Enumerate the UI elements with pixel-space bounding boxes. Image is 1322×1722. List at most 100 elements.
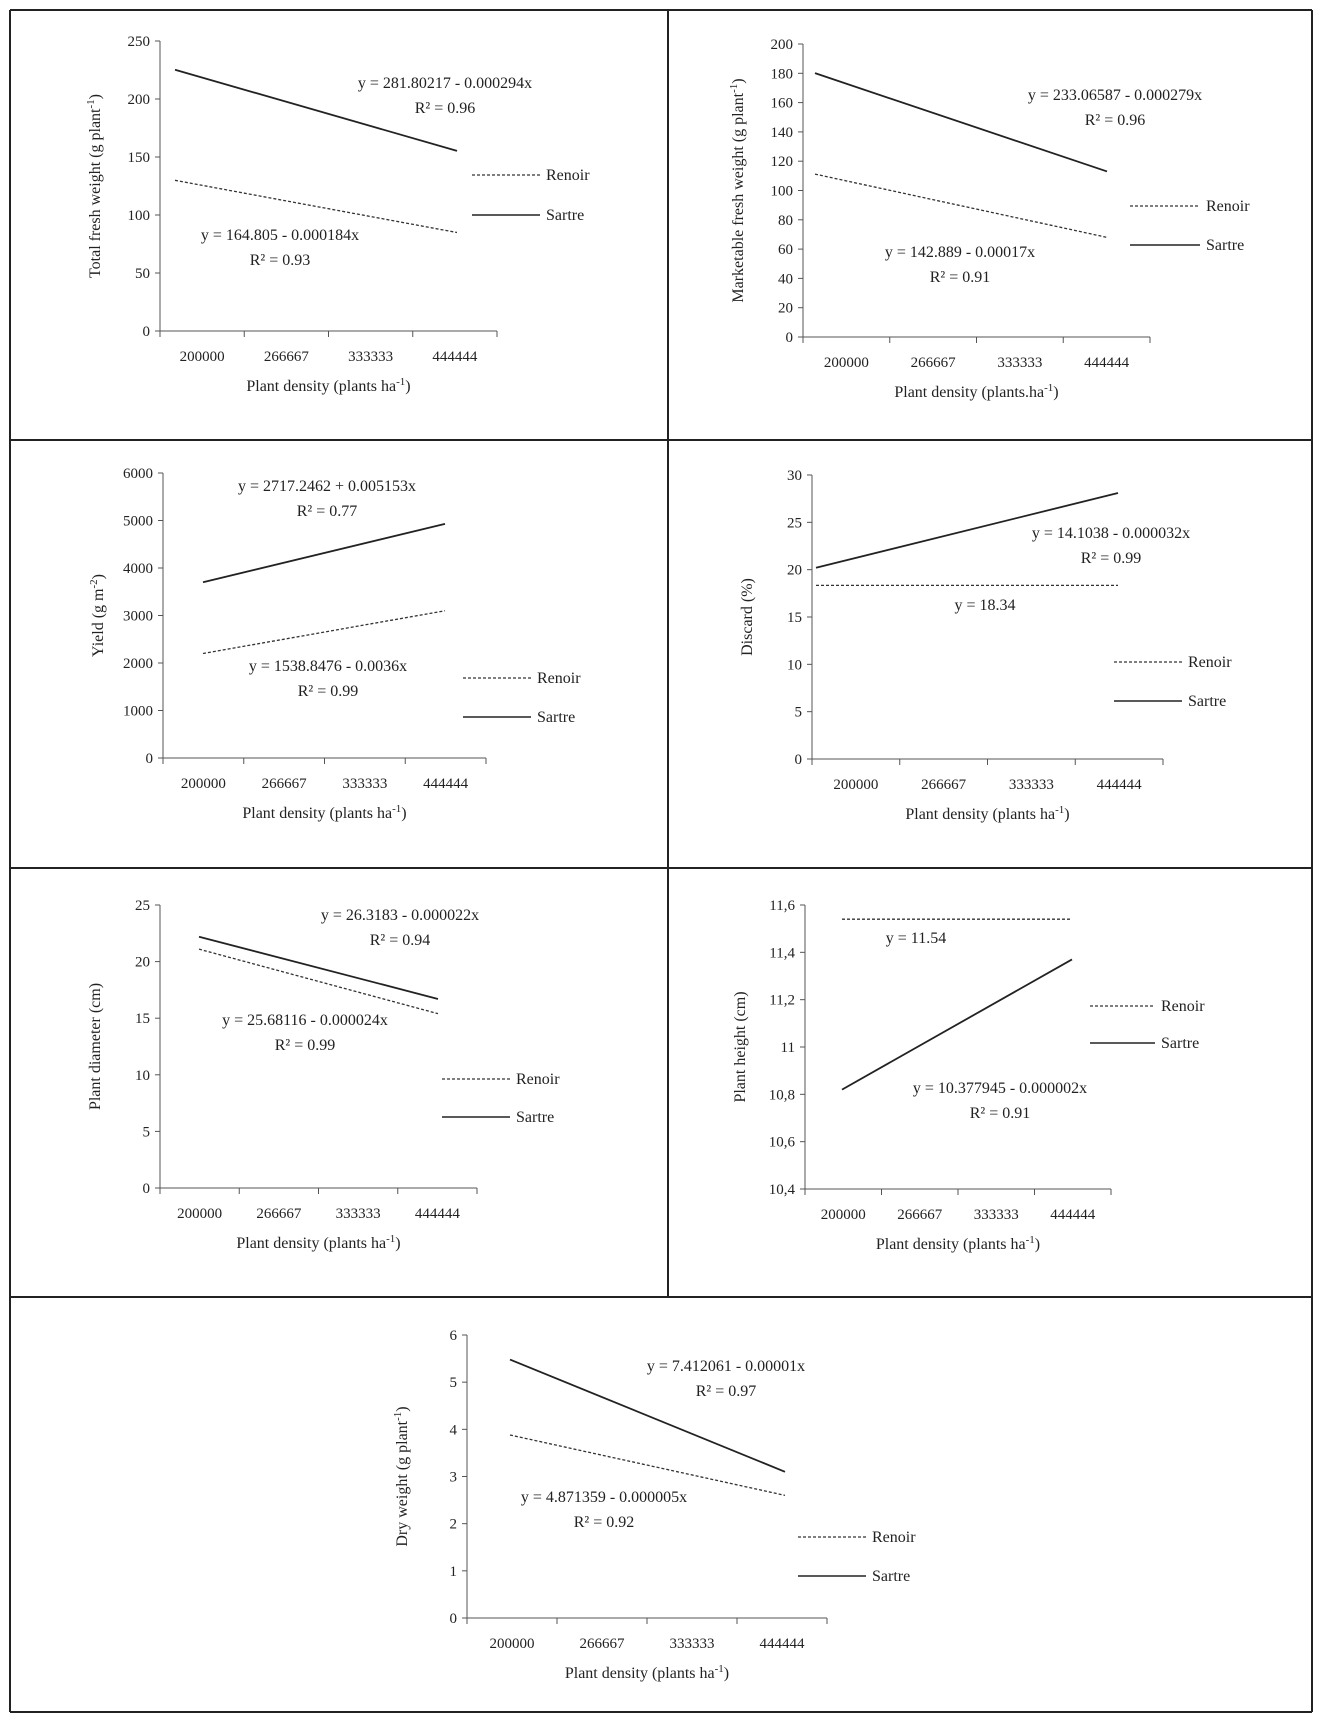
y-tick-label: 120 xyxy=(771,154,794,170)
x-tick-label: 200000 xyxy=(490,1636,535,1652)
y-tick-label: 5000 xyxy=(123,514,153,530)
y-axis-title-sup: -1 xyxy=(728,84,740,93)
chart-panel-6: 10,4 10,6 10,8 11 11,2 11,4 11,6 200000 266667 33… xyxy=(732,898,1205,1253)
x-tick-label: 444444 xyxy=(760,1636,806,1652)
y-tick-label: 160 xyxy=(771,96,794,112)
y-tick-label: 200 xyxy=(771,37,794,53)
x-tick-label: 444444 xyxy=(415,1206,461,1222)
y-tick-label: 180 xyxy=(771,66,794,82)
y-tick-label: 150 xyxy=(128,150,151,166)
y-tick-label: 3000 xyxy=(123,609,153,625)
x-axis-title-tail: ) xyxy=(395,1235,400,1252)
legend-label-sartre: Sartre xyxy=(872,1568,910,1585)
y-axis-title: Plant height (cm) xyxy=(732,991,749,1102)
y-axis-title-text: Discard (%) xyxy=(739,578,756,656)
legend: Renoir Sartre xyxy=(798,1529,916,1585)
equation-label: y = 14.1038 - 0.000032x xyxy=(1032,525,1190,542)
series-line-sartre xyxy=(198,935,439,1000)
y-tick-label: 5 xyxy=(795,705,803,721)
y-tick-label: 0 xyxy=(143,324,151,340)
x-axis-title-tail: ) xyxy=(1064,806,1069,823)
legend-label-renoir: Renoir xyxy=(546,167,590,184)
equation-label: y = 18.34 xyxy=(954,597,1015,614)
x-axis-title-sup: -1 xyxy=(1026,1234,1035,1246)
x-axis-title-sup: -1 xyxy=(392,803,401,815)
y-tick-label: 20 xyxy=(787,563,802,579)
x-tick-label: 266667 xyxy=(911,355,957,371)
equation-label: y = 25.68116 - 0.000024x xyxy=(222,1012,388,1029)
legend: Renoir Sartre xyxy=(1090,998,1205,1052)
x-tick-label: 333333 xyxy=(997,355,1042,371)
r2-label: R² = 0.92 xyxy=(574,1514,635,1531)
x-tick-label: 444444 xyxy=(1097,777,1143,793)
legend: Renoir Sartre xyxy=(1114,654,1232,710)
y-tick-label: 100 xyxy=(128,208,151,224)
y-tick-label: 10 xyxy=(787,657,802,673)
x-tick-label: 333333 xyxy=(336,1206,381,1222)
x-axis-title-text: Plant density (plants ha xyxy=(246,378,396,395)
y-tick-label: 20 xyxy=(778,301,793,317)
x-axis-title-text: Plant density (plants ha xyxy=(236,1235,386,1252)
x-axis-title-sup: -1 xyxy=(1044,382,1053,394)
equation-label: y = 11.54 xyxy=(886,930,946,947)
x-axis-title-text: Plant density (plants ha xyxy=(905,806,1055,823)
y-tick-label: 1000 xyxy=(123,704,153,720)
x-tick-label: 200000 xyxy=(824,355,869,371)
legend-label-sartre: Sartre xyxy=(1161,1035,1199,1052)
r2-label: R² = 0.96 xyxy=(415,100,476,117)
x-axis-title-text: Plant density (plants ha xyxy=(876,1236,1026,1253)
x-tick-label: 266667 xyxy=(264,349,310,365)
y-tick-label: 11,6 xyxy=(769,898,795,914)
chart-panel-1: 0 50 100 150 200 250 200000 266667 333333 444444 P… xyxy=(85,34,590,395)
legend-label-sartre: Sartre xyxy=(516,1109,554,1126)
chart-panel-4: 0 5 10 15 20 25 30 200000 266667 333333 444444 Plan… xyxy=(739,468,1232,823)
x-tick-label: 333333 xyxy=(670,1636,715,1652)
legend-label-sartre: Sartre xyxy=(537,709,575,726)
y-tick-label: 30 xyxy=(787,468,802,484)
x-axis-title: Plant density (plants.ha-1) xyxy=(894,382,1058,401)
x-tick-label: 200000 xyxy=(180,349,225,365)
x-tick-label: 444444 xyxy=(423,776,469,792)
equation-label: y = 4.871359 - 0.000005x xyxy=(521,1489,687,1506)
equation-label: y = 281.80217 - 0.000294x xyxy=(358,75,532,92)
r2-label: R² = 0.94 xyxy=(370,932,431,949)
y-tick-label: 0 xyxy=(143,1181,151,1197)
x-axis-title: Plant density (plants ha-1) xyxy=(565,1663,729,1682)
chart-panel-2: 0 20 40 60 80 100 120 140 160 180 200 200000 266667 3… xyxy=(728,37,1250,401)
x-tick-label: 266667 xyxy=(262,776,308,792)
y-axis-title-text: Dry weight (g plant xyxy=(394,1420,411,1546)
legend: Renoir Sartre xyxy=(463,670,581,726)
legend-label-renoir: Renoir xyxy=(1188,654,1232,671)
r2-label: R² = 0.91 xyxy=(930,269,991,286)
x-tick-label: 333333 xyxy=(342,776,387,792)
chart-panel-7: 0 1 2 3 4 5 6 200000 266667 333333 444444 Plant den… xyxy=(392,1328,916,1682)
x-tick-label: 333333 xyxy=(1009,777,1054,793)
y-tick-label: 0 xyxy=(795,752,803,768)
equation-label: y = 10.377945 - 0.000002x xyxy=(913,1080,1087,1097)
r2-label: R² = 0.96 xyxy=(1085,112,1146,129)
y-axis-title-text: Marketable fresh weight (g plant xyxy=(730,92,747,302)
y-tick-label: 5 xyxy=(450,1375,458,1391)
y-tick-label: 100 xyxy=(771,184,794,200)
series-line-renoir xyxy=(509,1434,786,1497)
x-axis-title-sup: -1 xyxy=(715,1663,724,1675)
y-tick-label: 4 xyxy=(450,1422,458,1438)
x-axis-title-sup: -1 xyxy=(396,376,405,388)
y-tick-label: 10 xyxy=(135,1068,150,1084)
legend-label-renoir: Renoir xyxy=(1161,998,1205,1015)
y-axis-title: Marketable fresh weight (g plant-1) xyxy=(728,78,747,302)
y-axis-title-text: Total fresh weight (g plant xyxy=(87,108,104,278)
series-line-sartre xyxy=(815,492,1119,569)
y-tick-label: 25 xyxy=(787,515,802,531)
x-axis-title-tail: ) xyxy=(405,378,410,395)
equation-label: y = 142.889 - 0.00017x xyxy=(885,244,1035,261)
legend-label-sartre: Sartre xyxy=(1206,237,1244,254)
legend: Renoir Sartre xyxy=(442,1071,560,1126)
legend-label-renoir: Renoir xyxy=(516,1071,560,1088)
series-line-renoir xyxy=(198,948,439,1015)
x-tick-label: 200000 xyxy=(833,777,878,793)
y-tick-label: 5 xyxy=(143,1124,151,1140)
x-axis-title-text: Plant density (plants ha xyxy=(565,1665,715,1682)
